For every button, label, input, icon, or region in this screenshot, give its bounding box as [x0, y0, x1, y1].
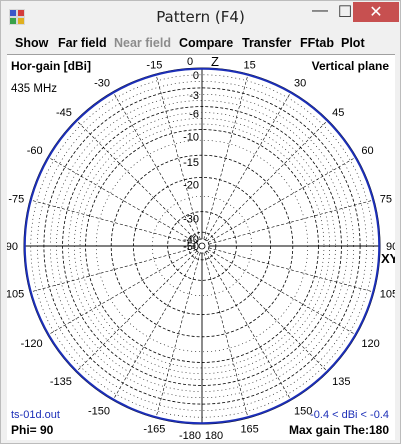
angle-tick-label: -150: [88, 405, 110, 417]
window-title: Pattern (F4): [156, 8, 245, 26]
angle-tick-label: 150: [294, 405, 312, 417]
maximize-icon: ☐: [337, 4, 353, 21]
radial-tick-label: -3: [189, 90, 199, 102]
menu-far-field[interactable]: Far field: [58, 36, 107, 50]
gain-range-label: -0.4 < dBi < -0.4: [310, 409, 389, 421]
grid-spoke: [207, 156, 357, 243]
menu-show[interactable]: Show: [15, 36, 49, 50]
plane-label: Vertical plane: [311, 59, 389, 73]
max-gain-label: Max gain The:180: [288, 423, 389, 437]
angle-tick-label: 120: [361, 338, 379, 350]
radial-tick-label: -40: [183, 234, 199, 246]
polar-chart: 0 -3 -6 -10 -15 -20 -30 -40-50 0 15 30 45 60 75 90 105 1…: [7, 55, 395, 440]
frequency-label: 435 MHz: [11, 83, 58, 95]
angle-tick-label: 105: [380, 289, 395, 301]
angle-tick-label: -90: [7, 241, 18, 253]
grid-spoke: [29, 247, 196, 293]
angle-tick-label: -30: [94, 78, 110, 90]
gain-type-label: Hor-gain [dBi]: [11, 59, 91, 73]
angle-tick-label: 180: [205, 430, 223, 440]
menu-transfer[interactable]: Transfer: [242, 36, 292, 50]
angle-tick-label: -60: [27, 145, 43, 157]
menu-plot[interactable]: Plot: [341, 36, 365, 50]
file-name-label: ts-01d.out: [11, 409, 60, 421]
angle-tick-label: 30: [294, 78, 306, 90]
grid-spoke: [206, 250, 329, 373]
angle-tick-label: 165: [240, 424, 258, 436]
phi-label: Phi= 90: [11, 423, 54, 437]
angle-tick-label: -120: [21, 338, 43, 350]
angle-tick-label: 60: [361, 145, 373, 157]
angle-tick-label: 135: [332, 376, 350, 388]
radial-tick-label: -10: [183, 132, 199, 144]
center-circle: [198, 242, 206, 250]
minimize-button[interactable]: —: [307, 2, 333, 22]
menu-bar: Show Far field Near field Compare Transf…: [7, 34, 395, 53]
z-axis-label: Z: [211, 55, 219, 69]
close-button[interactable]: ✕: [353, 2, 399, 22]
pattern-app-icon: [9, 9, 25, 25]
grid-spoke: [208, 247, 375, 293]
grid-spoke: [112, 251, 199, 401]
angle-tick-label: -75: [8, 193, 24, 205]
grid-spoke: [203, 252, 249, 419]
xy-axis-label: XY: [381, 251, 395, 266]
grid-spoke: [155, 73, 201, 240]
grid-spoke: [155, 252, 201, 419]
grid-spoke: [112, 91, 199, 241]
angle-tick-label: -180: [179, 430, 201, 440]
angle-tick-label: 90: [386, 241, 395, 253]
gain-pattern-trace: [23, 67, 381, 425]
grid-spoke: [29, 199, 196, 245]
angle-tick-label: -15: [146, 59, 162, 71]
grid-spoke: [75, 119, 198, 242]
maximize-button[interactable]: ☐: [332, 2, 358, 22]
menu-fftab[interactable]: FFtab: [300, 36, 335, 50]
close-icon: ✕: [369, 4, 383, 21]
angle-tick-label: 45: [332, 107, 344, 119]
angle-tick-label: 15: [243, 59, 255, 71]
grid-spoke: [205, 91, 292, 241]
angle-tick-label: -45: [56, 107, 72, 119]
menu-near-field: Near field: [114, 36, 171, 50]
grid-spoke: [47, 156, 197, 243]
grid-spoke: [208, 199, 375, 245]
angle-tick-label: -105: [7, 289, 24, 301]
radial-tick-label: -50: [183, 241, 199, 253]
angle-tick-label: 0: [187, 56, 193, 68]
grid-spoke: [205, 251, 292, 401]
pattern-plot-area[interactable]: 0 -3 -6 -10 -15 -20 -30 -40-50 0 15 30 45 60 75 90 105 1…: [7, 54, 395, 440]
angle-tick-label: 75: [380, 193, 392, 205]
angle-tick-label: -165: [143, 424, 165, 436]
grid-spoke: [203, 73, 249, 240]
radial-tick-label: 0: [193, 70, 199, 82]
menu-compare[interactable]: Compare: [179, 36, 234, 50]
minimize-icon: —: [312, 2, 328, 19]
radial-tick-label: -30: [183, 214, 199, 226]
grid-spoke: [75, 250, 198, 373]
grid-spoke: [47, 249, 197, 336]
radial-tick-label: -20: [183, 179, 199, 191]
radial-tick-label: -15: [183, 157, 199, 169]
grid-spoke: [206, 119, 329, 242]
radial-tick-label: -6: [189, 109, 199, 121]
angle-tick-label: -135: [50, 376, 72, 388]
grid-spoke: [207, 249, 357, 336]
title-bar[interactable]: Pattern (F4) — ☐ ✕: [1, 1, 400, 34]
